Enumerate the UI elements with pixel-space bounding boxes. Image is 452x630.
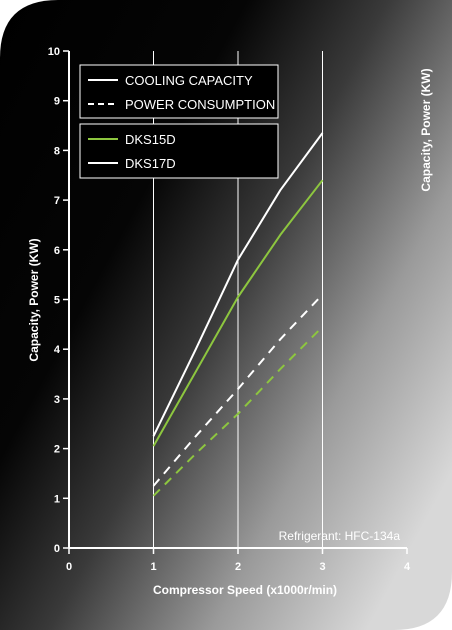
legend-line-style: COOLING CAPACITY POWER CONSUMPTION — [79, 64, 279, 119]
y-tick-label: 0 — [54, 543, 60, 555]
y-tick-label: 5 — [54, 295, 60, 307]
y-tick-label: 7 — [54, 195, 60, 207]
legend-power-consumption: POWER CONSUMPTION — [125, 97, 275, 112]
y-tick-label: 10 — [48, 46, 60, 58]
y-axis-title-right: Capacity, Power (KW) — [419, 68, 433, 191]
y-tick-label: 9 — [54, 96, 60, 108]
series-line-dks15d-power-consumption — [152, 326, 324, 497]
legend-line-style-box — [79, 64, 279, 119]
x-tick-label: 4 — [404, 561, 411, 573]
series-line-dks17d-cooling-capacity — [152, 132, 324, 437]
x-tick-label: 2 — [235, 561, 241, 573]
y-tick-label: 1 — [54, 493, 60, 505]
series-line-dks17d-power-consumption — [152, 293, 324, 487]
x-tick-label: 3 — [319, 561, 325, 573]
y-tick-label: 2 — [54, 444, 60, 456]
series-layer — [152, 132, 324, 497]
y-tick-label: 4 — [54, 344, 61, 356]
y-tick-label: 3 — [54, 394, 60, 406]
legend-cooling-capacity: COOLING CAPACITY — [125, 73, 253, 88]
legend-dks17d: DKS17D — [125, 156, 176, 171]
legend-dks15d: DKS15D — [125, 132, 176, 147]
legend-models: DKS15D DKS17D — [79, 123, 279, 179]
y-tick-label: 8 — [54, 145, 60, 157]
tick-labels: 0 1 2 3 4 5 6 7 8 9 10 0 1 2 3 4 — [48, 46, 411, 573]
series-line-dks15d-cooling-capacity — [152, 179, 324, 447]
x-axis-title: Compressor Speed (x1000r/min) — [153, 583, 337, 597]
x-tick-label: 1 — [150, 561, 156, 573]
y-axis-title: Capacity, Power (KW) — [27, 238, 41, 361]
x-tick-label: 0 — [66, 561, 72, 573]
refrigerant-note: Refrigerant: HFC-134a — [279, 529, 401, 543]
y-tick-label: 6 — [54, 245, 60, 257]
legend-models-box — [79, 123, 279, 179]
